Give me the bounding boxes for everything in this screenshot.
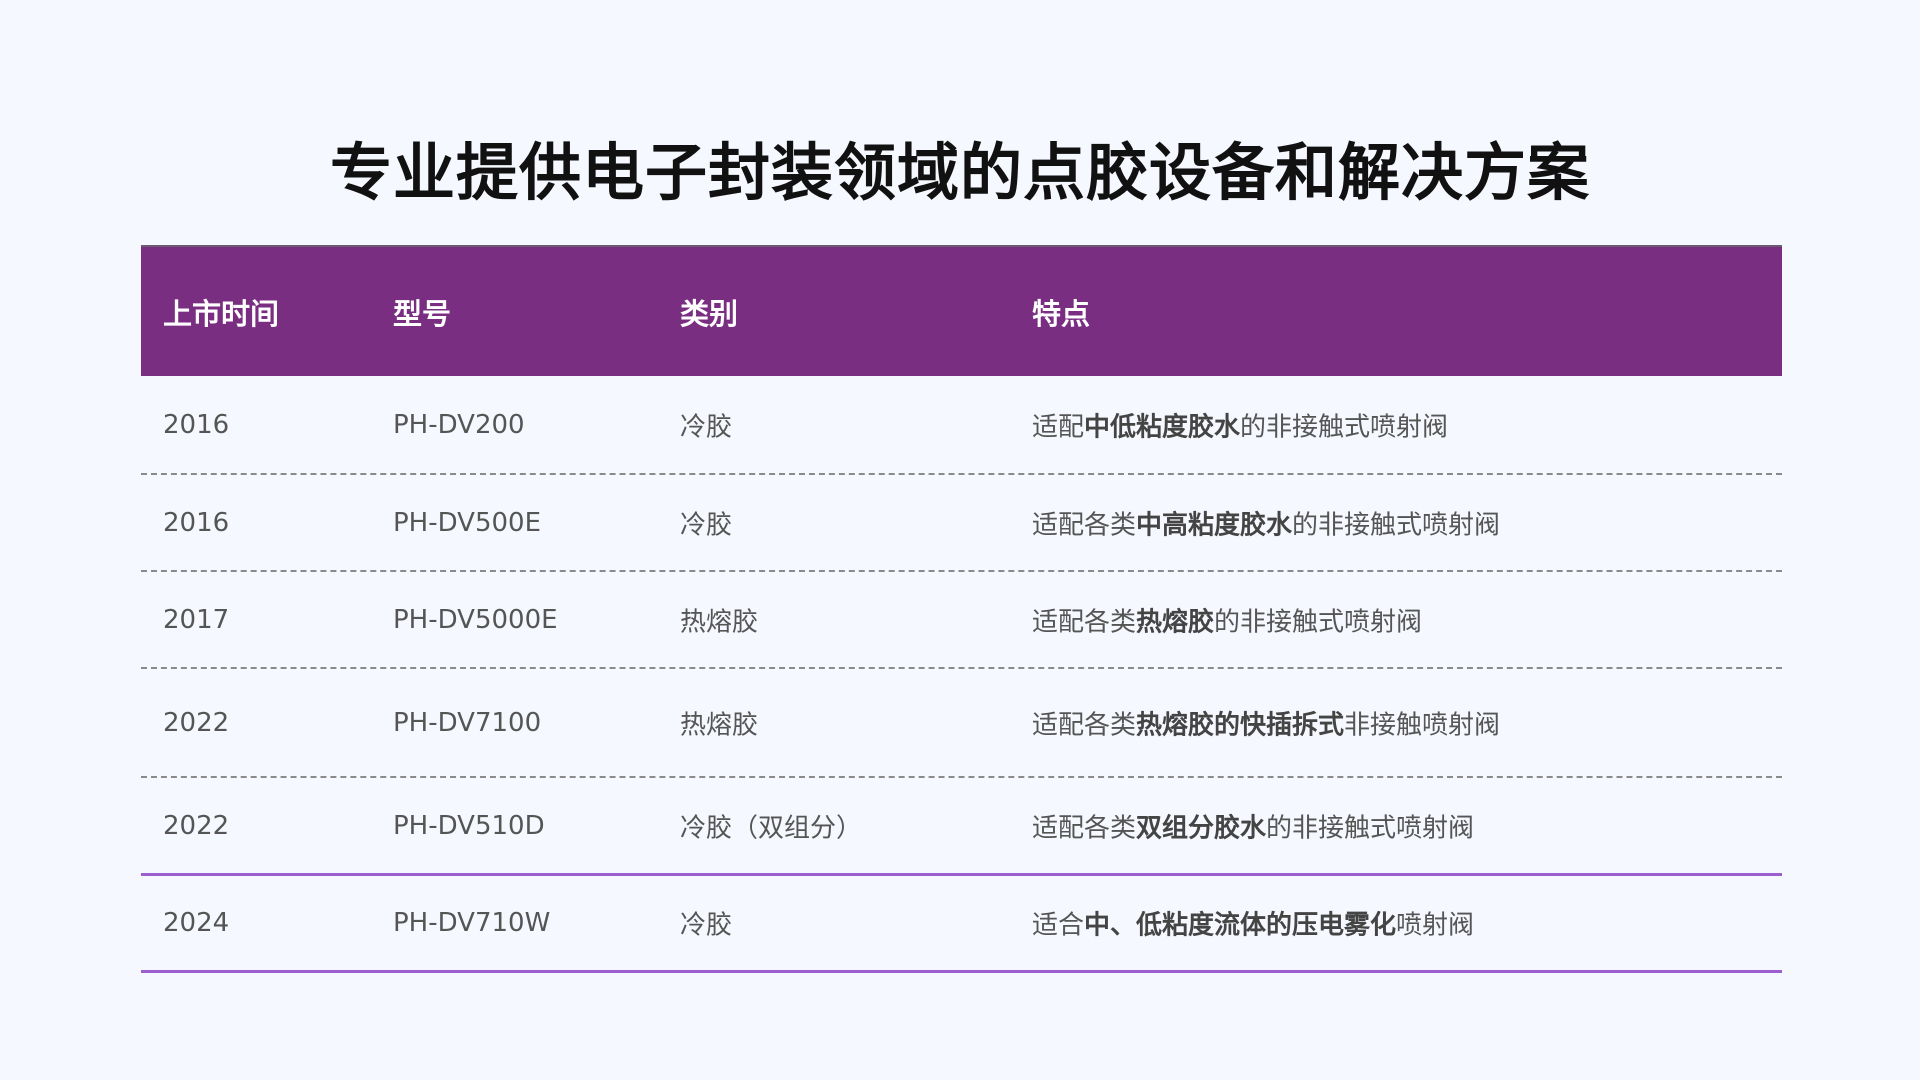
product-table: 上市时间 型号 类别 特点 2016 PH-DV200 冷胶 适配中低粘度胶水的非接触… [141,245,1782,973]
cell-features: 适配各类双组分胶水的非接触式喷射阀 [1032,807,1474,844]
feature-text: 适配各类 [1032,710,1137,740]
cell-model: PH-DV510D [393,810,545,841]
cell-model: PH-DV710W [393,908,551,938]
cell-model: PH-DV200 [393,409,525,440]
feature-text: 的非接触式喷射阀 [1240,412,1449,442]
cell-category: 冷胶 [680,510,733,540]
table-row: 2016 PH-DV200 冷胶 适配中低粘度胶水的非接触式喷射阀 [141,376,1782,475]
feature-text: 的非接触式喷射阀 [1214,607,1423,637]
column-header-launch-time: 上市时间 [163,296,280,331]
cell-features: 适配各类热熔胶的快插拆式非接触喷射阀 [1032,704,1500,741]
feature-text: 适配各类 [1032,510,1137,540]
cell-launch-year: 2016 [163,409,230,440]
cell-launch-year: 2022 [163,810,230,841]
cell-category: 冷胶（双组分） [680,813,863,843]
feature-text: 的非接触式喷射阀 [1292,510,1501,540]
feature-highlight: 热熔胶的快插拆式 [1136,710,1345,740]
feature-highlight: 双组分胶水 [1136,813,1267,843]
cell-launch-year: 2022 [163,707,230,738]
cell-category: 冷胶 [680,910,733,941]
cell-launch-year: 2017 [163,604,230,635]
table-row: 2017 PH-DV5000E 热熔胶 适配各类热熔胶的非接触式喷射阀 [141,572,1782,669]
page-title: 专业提供电子封装领域的点胶设备和解决方案 [329,136,1590,209]
feature-highlight: 中低粘度胶水 [1084,412,1241,442]
cell-category: 冷胶 [680,412,733,442]
cell-features: 适配各类热熔胶的非接触式喷射阀 [1032,601,1422,638]
cell-launch-year: 2024 [163,908,230,938]
table-header: 上市时间 型号 类别 特点 [141,245,1782,376]
table-row: 2024 PH-DV710W 冷胶 适合中、低粘度流体的压电雾化喷射阀 [141,876,1782,973]
cell-features: 适配中低粘度胶水的非接触式喷射阀 [1032,406,1448,443]
cell-model: PH-DV500E [393,507,542,538]
cell-features: 适配各类中高粘度胶水的非接触式喷射阀 [1032,504,1500,541]
feature-text: 适合 [1032,910,1085,941]
column-header-model: 型号 [393,296,452,331]
feature-highlight: 中、低粘度流体的压电雾化 [1084,910,1397,941]
cell-category: 热熔胶 [680,607,759,637]
column-header-category: 类别 [680,296,739,331]
feature-text: 的非接触式喷射阀 [1266,813,1475,843]
cell-model: PH-DV5000E [393,604,558,635]
feature-text: 适配各类 [1032,813,1137,843]
feature-highlight: 中高粘度胶水 [1136,510,1293,540]
feature-text: 适配各类 [1032,607,1137,637]
feature-text: 非接触喷射阀 [1344,710,1501,740]
cell-category: 热熔胶 [680,710,759,740]
feature-text: 喷射阀 [1396,910,1475,941]
feature-text: 适配 [1032,412,1085,442]
table-row: 2022 PH-DV510D 冷胶（双组分） 适配各类双组分胶水的非接触式喷射阀 [141,778,1782,876]
feature-highlight: 热熔胶 [1136,607,1215,637]
table-row: 2022 PH-DV7100 热熔胶 适配各类热熔胶的快插拆式非接触喷射阀 [141,669,1782,778]
table-row: 2016 PH-DV500E 冷胶 适配各类中高粘度胶水的非接触式喷射阀 [141,475,1782,572]
cell-launch-year: 2016 [163,507,230,538]
cell-model: PH-DV7100 [393,707,542,738]
column-header-features: 特点 [1032,296,1091,331]
cell-features: 适合中、低粘度流体的压电雾化喷射阀 [1032,905,1474,942]
